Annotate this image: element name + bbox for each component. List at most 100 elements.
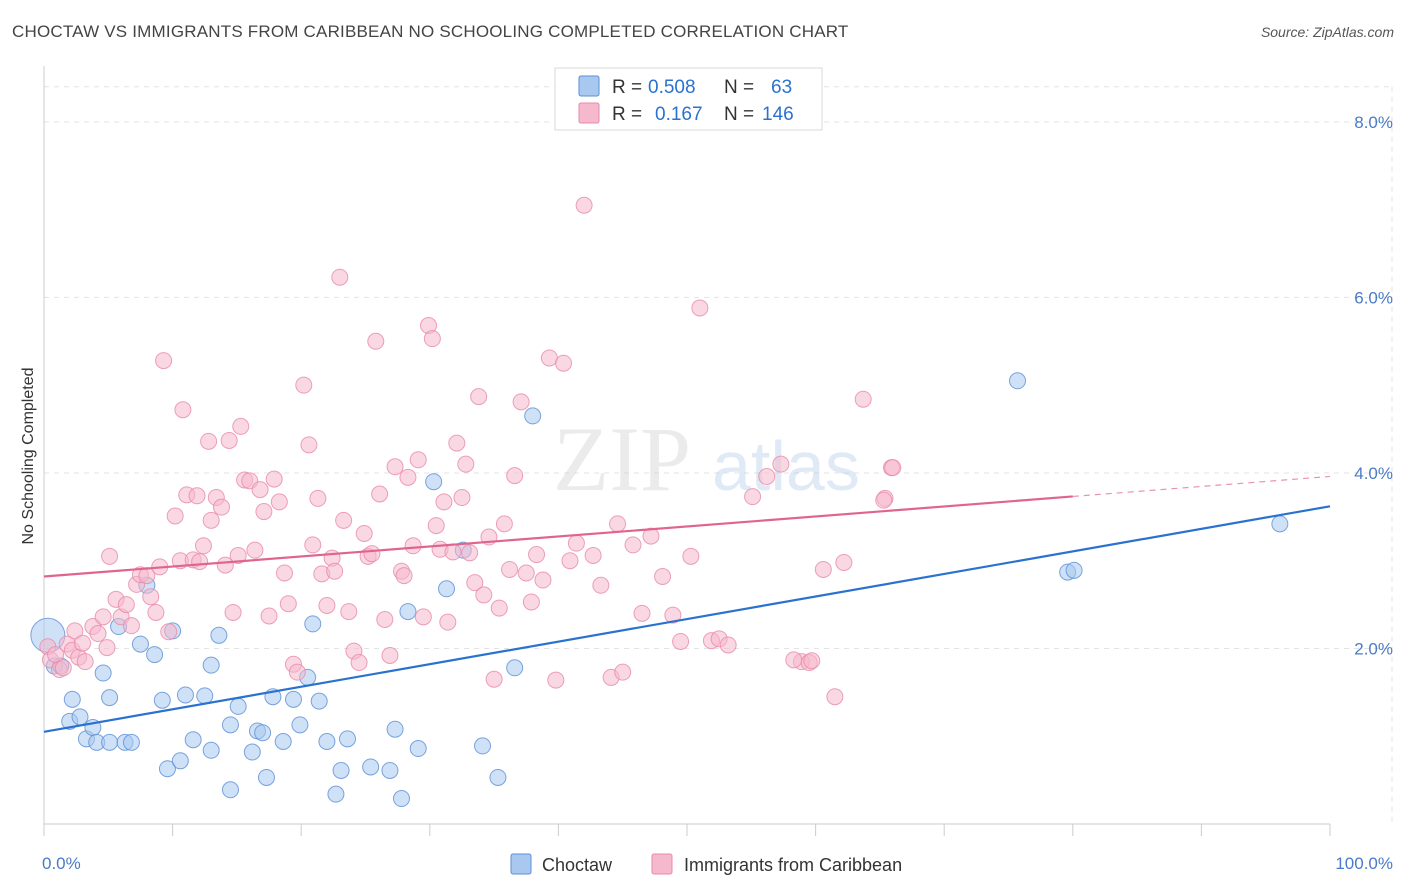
caribbean-point-72 — [363, 545, 381, 563]
caribbean-trend-line — [43, 495, 1073, 578]
caribbean-point-28 — [166, 507, 184, 525]
caribbean-point-41 — [220, 431, 238, 449]
legend-r-value-1: 0.508 — [648, 77, 696, 98]
caribbean-point-102 — [501, 560, 519, 578]
x-tick-label-1: 100.0% — [1335, 854, 1393, 873]
choctaw-point-28 — [221, 781, 239, 799]
caribbean-point-132 — [758, 467, 776, 485]
x-tick-labels: 0.0% 100.0% — [42, 854, 1393, 873]
legend-n-label-2: N = — [724, 104, 754, 125]
caribbean-point-69 — [350, 654, 368, 672]
choctaw-point-61 — [1065, 561, 1083, 579]
choctaw-point-43 — [327, 785, 345, 803]
watermark-zip: ZIP — [553, 408, 691, 510]
caribbean-point-111 — [555, 354, 573, 372]
caribbean-point-24 — [147, 603, 165, 621]
caribbean-point-64 — [326, 562, 344, 580]
choctaw-point-55 — [474, 737, 492, 755]
caribbean-point-77 — [386, 458, 404, 476]
legend-swatch-choctaw — [578, 75, 600, 97]
caribbean-point-10 — [76, 653, 94, 671]
caribbean-point-30 — [174, 401, 192, 419]
caribbean-point-58 — [300, 436, 318, 454]
bottom-legend: Choctaw Immigrants from Caribbean — [510, 853, 902, 875]
caribbean-point-23 — [142, 588, 160, 606]
choctaw-point-31 — [243, 743, 261, 761]
caribbean-point-81 — [404, 537, 422, 555]
caribbean-point-18 — [117, 596, 135, 614]
caribbean-point-120 — [624, 536, 642, 554]
caribbean-point-53 — [275, 564, 293, 582]
caribbean-point-79 — [395, 567, 413, 585]
choctaw-point-23 — [184, 731, 202, 749]
choctaw-point-29 — [221, 716, 239, 734]
caribbean-point-76 — [381, 646, 399, 664]
caribbean-point-33 — [188, 487, 206, 505]
caribbean-point-145 — [785, 651, 803, 669]
caribbean-point-105 — [517, 564, 535, 582]
caribbean-point-144 — [884, 459, 902, 477]
choctaw-point-10 — [101, 689, 119, 707]
caribbean-point-86 — [427, 517, 445, 535]
caribbean-point-73 — [367, 332, 385, 350]
top-legend: R = 0.508 N = 63 R = 0.167 N = 146 — [554, 67, 823, 131]
choctaw-point-33 — [254, 724, 272, 742]
caribbean-point-107 — [528, 546, 546, 564]
caribbean-point-48 — [251, 481, 269, 499]
choctaw-point-9 — [94, 664, 112, 682]
caribbean-point-54 — [279, 595, 297, 613]
bottom-legend-swatch-choctaw — [510, 853, 532, 875]
caribbean-point-89 — [439, 613, 457, 631]
choctaw-point-49 — [393, 790, 411, 808]
caribbean-point-96 — [470, 388, 488, 406]
caribbean-point-122 — [642, 527, 660, 545]
caribbean-point-52 — [270, 493, 288, 511]
y-tick-label-2: 6.0% — [1354, 288, 1393, 307]
choctaw-point-24 — [196, 687, 214, 705]
choctaw-point-21 — [171, 752, 189, 770]
caribbean-point-90 — [444, 543, 462, 561]
choctaw-point-30 — [229, 697, 247, 715]
legend-r-label-1: R = — [612, 77, 642, 98]
caribbean-point-94 — [461, 544, 479, 562]
choctaw-point-58 — [524, 407, 542, 425]
caribbean-point-14 — [98, 639, 116, 657]
caribbean-point-138 — [826, 688, 844, 706]
caribbean-point-56 — [288, 663, 306, 681]
choctaw-point-42 — [318, 733, 336, 751]
caribbean-point-118 — [609, 515, 627, 533]
caribbean-point-133 — [772, 455, 790, 473]
caribbean-point-143 — [875, 491, 893, 509]
caribbean-point-15 — [101, 547, 119, 565]
caribbean-point-50 — [260, 607, 278, 625]
choctaw-point-41 — [310, 692, 328, 710]
caribbean-point-85 — [423, 330, 441, 348]
caribbean-point-113 — [567, 534, 585, 552]
caribbean-point-123 — [654, 568, 672, 586]
caribbean-point-66 — [335, 511, 353, 529]
caribbean-point-95 — [466, 574, 484, 592]
caribbean-point-13 — [94, 608, 112, 626]
caribbean-point-136 — [803, 652, 821, 670]
caribbean-point-109 — [540, 349, 558, 367]
choctaw-point-56 — [489, 768, 507, 786]
caribbean-point-80 — [399, 468, 417, 486]
caribbean-point-35 — [194, 537, 212, 555]
choctaw-point-53 — [438, 580, 456, 598]
caribbean-point-19 — [122, 617, 140, 635]
choctaw-point-27 — [210, 626, 228, 644]
caribbean-point-101 — [495, 515, 513, 533]
bottom-legend-choctaw: Choctaw — [542, 855, 613, 875]
bottom-legend-caribbean: Immigrants from Caribbean — [684, 855, 902, 875]
caribbean-point-43 — [229, 546, 247, 564]
choctaw-trend-line — [43, 505, 1331, 733]
choctaw-point-59 — [1009, 372, 1027, 390]
caribbean-point-100 — [490, 599, 508, 617]
caribbean-point-130 — [719, 636, 737, 654]
caribbean-point-62 — [318, 596, 336, 614]
caribbean-point-9 — [74, 634, 92, 652]
choctaw-point-45 — [338, 730, 356, 748]
caribbean-point-116 — [592, 576, 610, 594]
choctaw-point-38 — [291, 716, 309, 734]
choctaw-point-14 — [122, 733, 140, 751]
